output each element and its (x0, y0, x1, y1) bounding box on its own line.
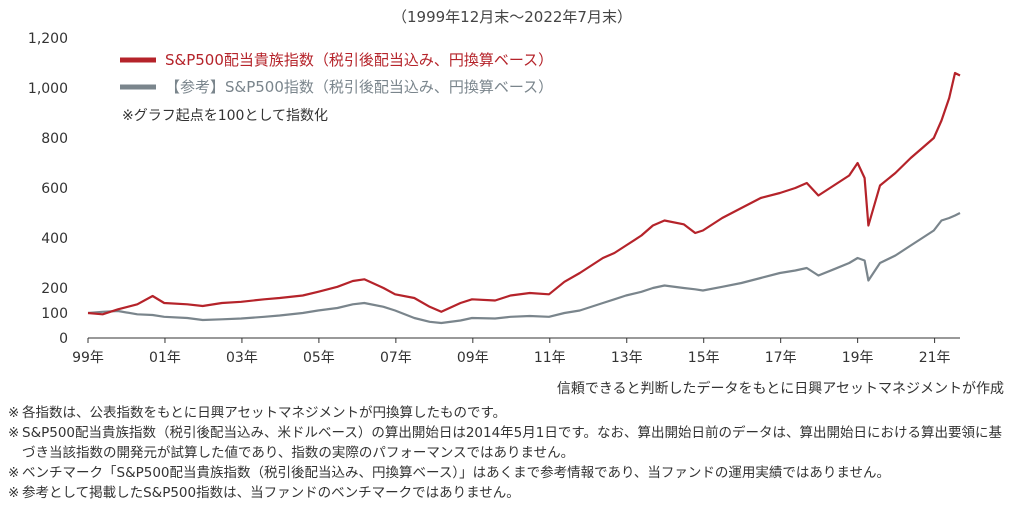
source-text: 信頼できると判断したデータをもとに日興アセットマネジメントが作成 (556, 381, 1004, 397)
footnote-mark: ※ (8, 485, 20, 501)
chart-legend: S&P500配当貴族指数（税引後配当込み、円換算ベース） 【参考】S&P500指… (120, 51, 553, 124)
chart-note: ※グラフ起点を100として指数化 (122, 108, 328, 124)
x-tick-label: 11年 (534, 350, 566, 366)
footnote-mark: ※ (8, 425, 20, 441)
footnote-item: ※ 各指数は、公表指数をもとに日興アセットマネジメントが円換算したものです。 (8, 403, 1013, 423)
series-layer (87, 71, 961, 325)
y-tick-label: 0 (59, 331, 68, 347)
series-line-sp500 (87, 212, 961, 325)
x-tick-label: 03年 (226, 350, 258, 366)
legend-label-sp500: 【参考】S&P500指数（税引後配当込み、円換算ベース） (165, 78, 553, 96)
y-axis-ticks: 0 100 200 400 600 800 1,000 1,200 (28, 31, 68, 347)
y-tick-label: 1,200 (28, 31, 68, 47)
footnote-mark: ※ (8, 405, 20, 421)
footnote-item: ※ ベンチマーク「S&P500配当貴族指数（税引後配当込み、円換算ベース）」はあ… (8, 463, 1013, 483)
x-axis-ticks: 99年 01年 03年 05年 07年 09年 11年 13年 15年 17年 19年 21年 (72, 338, 951, 366)
y-tick-label: 1,000 (28, 81, 68, 97)
footnote-text: 各指数は、公表指数をもとに日興アセットマネジメントが円換算したものです。 (22, 405, 507, 421)
y-tick-label: 200 (41, 281, 68, 297)
footnotes: ※ 各指数は、公表指数をもとに日興アセットマネジメントが円換算したものです。 ※… (8, 403, 1013, 503)
x-tick-label: 99年 (72, 350, 104, 366)
footnote-text: ベンチマーク「S&P500配当貴族指数（税引後配当込み、円換算ベース）」はあくま… (22, 465, 890, 481)
x-tick-label: 01年 (149, 350, 181, 366)
chart-axes: 0 100 200 400 600 800 1,000 1,200 99年 01年 03年 05年 0… (28, 31, 960, 366)
x-tick-label: 17年 (765, 350, 797, 366)
series-line-aristocrats (87, 71, 961, 316)
footnote-item: ※ 参考として掲載したS&P500指数は、当ファンドのベンチマークではありません… (8, 483, 1013, 503)
footnote-text: S&P500配当貴族指数（税引後配当込み、米ドルベース）の算出開始日は2014年… (22, 425, 1003, 461)
legend-item-sp500: 【参考】S&P500指数（税引後配当込み、円換算ベース） (120, 78, 553, 96)
period-label: （1999年12月末～2022年7月末） (392, 8, 632, 26)
x-tick-label: 07年 (380, 350, 412, 366)
x-tick-label: 15年 (688, 350, 720, 366)
y-tick-label: 400 (41, 231, 68, 247)
x-tick-label: 13年 (611, 350, 643, 366)
line-chart: 0 100 200 400 600 800 1,000 1,200 99年 01年 03年 05年 0… (28, 31, 961, 366)
footnote-text: 参考として掲載したS&P500指数は、当ファンドのベンチマークではありません。 (22, 485, 520, 501)
x-tick-label: 09年 (457, 350, 489, 366)
x-tick-label: 19年 (842, 350, 874, 366)
x-tick-label: 21年 (919, 350, 951, 366)
legend-item-aristocrats: S&P500配当貴族指数（税引後配当込み、円換算ベース） (120, 51, 553, 69)
footnote-item: ※ S&P500配当貴族指数（税引後配当込み、米ドルベース）の算出開始日は201… (8, 423, 1013, 463)
legend-label-aristocrats: S&P500配当貴族指数（税引後配当込み、円換算ベース） (165, 51, 553, 69)
y-tick-label: 100 (41, 306, 68, 322)
x-tick-label: 05年 (303, 350, 335, 366)
footnote-mark: ※ (8, 465, 20, 481)
y-tick-label: 800 (41, 131, 68, 147)
y-tick-label: 600 (41, 181, 68, 197)
